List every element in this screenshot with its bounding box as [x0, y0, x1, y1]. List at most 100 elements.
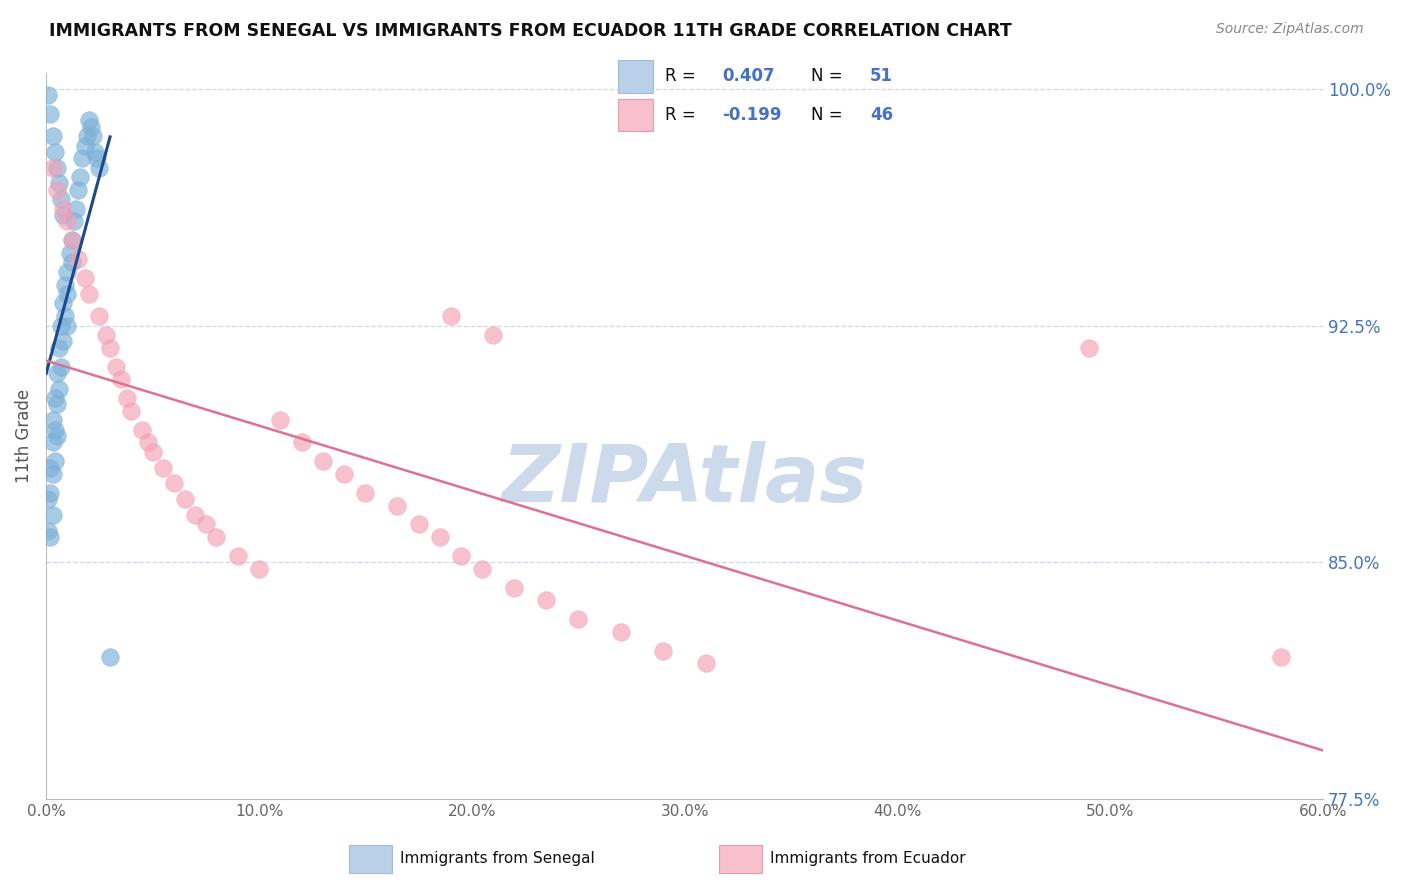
Point [56, 287, 79, 301]
Point [120, 404, 142, 418]
Point [105, 359, 128, 374]
Point [37, 88, 59, 103]
FancyBboxPatch shape [619, 61, 652, 93]
Point [60, 233, 83, 247]
Point [41, 161, 63, 175]
Point [333, 467, 356, 481]
Point [439, 309, 461, 323]
Point [60, 233, 83, 247]
Point [48, 382, 70, 396]
Point [49, 192, 72, 206]
Text: 46: 46 [870, 106, 893, 124]
Y-axis label: 11th Grade: 11th Grade [15, 389, 32, 483]
Point [41, 129, 63, 144]
Point [67, 183, 90, 197]
Text: N =: N = [811, 68, 844, 86]
FancyBboxPatch shape [349, 845, 392, 872]
Point [98, 650, 121, 665]
Point [39, 460, 62, 475]
Point [77, 287, 100, 301]
Point [184, 508, 207, 522]
Point [48, 341, 70, 355]
Point [73, 271, 96, 285]
Point [53, 277, 76, 292]
Point [77, 113, 100, 128]
Point [45, 397, 67, 411]
FancyBboxPatch shape [718, 845, 762, 872]
Text: 51: 51 [870, 68, 893, 86]
Point [269, 413, 291, 427]
Point [39, 530, 62, 544]
Point [429, 530, 451, 544]
Point [45, 429, 67, 443]
Text: IMMIGRANTS FROM SENEGAL VS IMMIGRANTS FROM ECUADOR 11TH GRADE CORRELATION CHART: IMMIGRANTS FROM SENEGAL VS IMMIGRANTS FR… [49, 22, 1012, 40]
Text: Immigrants from Ecuador: Immigrants from Ecuador [770, 851, 966, 866]
Point [52, 334, 75, 349]
Point [138, 435, 160, 450]
Point [131, 423, 153, 437]
Text: Source: ZipAtlas.com: Source: ZipAtlas.com [1216, 22, 1364, 37]
Point [610, 624, 633, 639]
Point [652, 644, 675, 658]
Text: -0.199: -0.199 [721, 106, 782, 124]
Point [173, 492, 195, 507]
Point [1270, 650, 1292, 665]
Point [354, 486, 377, 500]
FancyBboxPatch shape [619, 99, 652, 131]
Point [41, 413, 63, 427]
Point [52, 208, 75, 222]
Point [98, 341, 121, 355]
Point [44, 145, 66, 159]
Text: 0.407: 0.407 [721, 68, 775, 86]
Point [450, 549, 472, 563]
Point [39, 107, 62, 121]
Point [44, 423, 66, 437]
Point [290, 435, 312, 450]
Point [59, 246, 82, 260]
Point [56, 265, 79, 279]
Point [247, 562, 270, 576]
Point [45, 366, 67, 380]
Point [387, 499, 409, 513]
Point [73, 138, 96, 153]
Point [536, 593, 558, 607]
Point [1078, 341, 1101, 355]
Point [194, 517, 217, 532]
Point [67, 252, 90, 267]
Point [86, 151, 108, 165]
Point [110, 372, 132, 386]
Point [41, 467, 63, 481]
Point [39, 486, 62, 500]
Point [152, 460, 174, 475]
Point [72, 151, 94, 165]
Point [63, 214, 86, 228]
Point [52, 296, 75, 310]
Text: N =: N = [811, 106, 844, 124]
Point [65, 202, 87, 216]
Point [695, 657, 717, 671]
Point [56, 318, 79, 333]
Point [53, 309, 76, 323]
Point [567, 612, 589, 626]
Text: ZIPAtlas: ZIPAtlas [502, 441, 868, 518]
Point [37, 524, 59, 538]
Point [44, 454, 66, 468]
Point [408, 517, 430, 532]
Point [60, 255, 83, 269]
Point [482, 328, 505, 343]
Point [142, 445, 165, 459]
Point [89, 309, 111, 323]
Point [45, 183, 67, 197]
Point [56, 214, 79, 228]
Point [312, 454, 335, 468]
Point [48, 177, 70, 191]
Point [84, 145, 107, 159]
Point [37, 492, 59, 507]
Point [76, 129, 98, 144]
Point [52, 202, 75, 216]
Point [82, 129, 104, 144]
Point [41, 435, 63, 450]
Point [503, 581, 526, 595]
Point [205, 530, 228, 544]
Point [115, 391, 138, 405]
